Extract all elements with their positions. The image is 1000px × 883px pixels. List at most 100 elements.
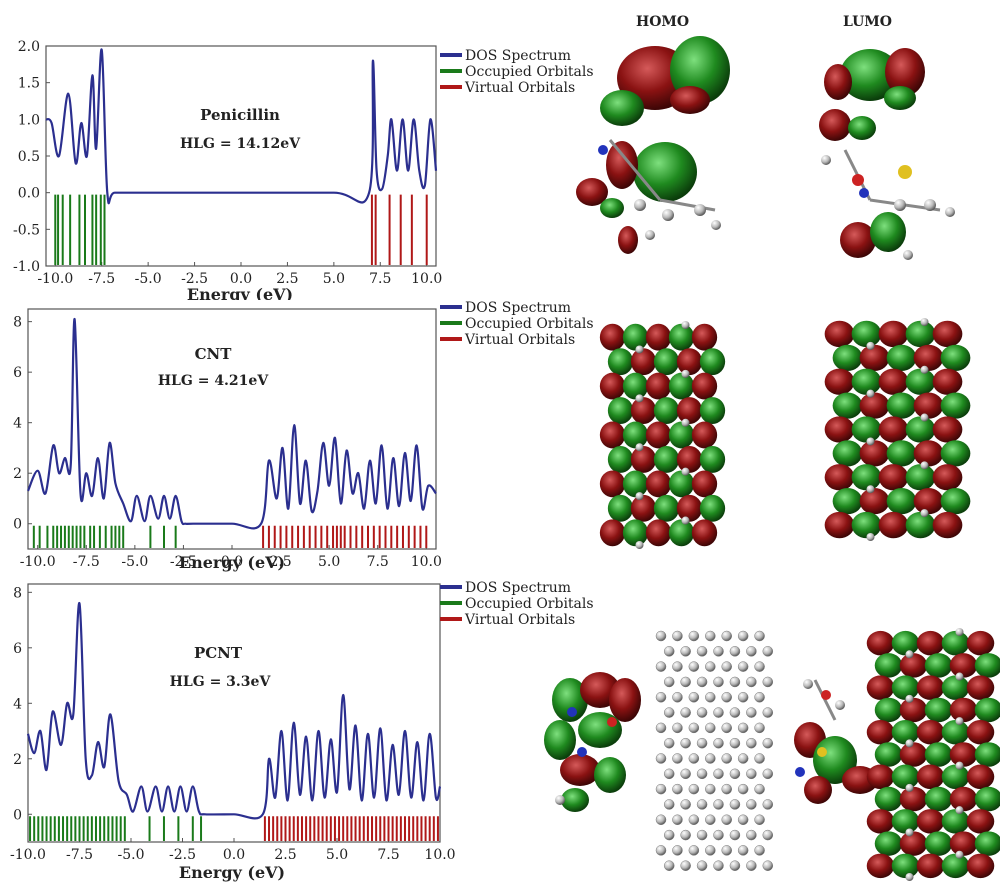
- penicillin-xtick-label: 0.0: [230, 271, 252, 287]
- cnt-ytick-label: 2: [13, 466, 22, 482]
- orbital-lobe: [974, 786, 1000, 812]
- carbon-atom: [696, 829, 708, 841]
- cnt-title: CNT: [195, 345, 233, 363]
- carbon-atom: [729, 737, 741, 749]
- orbital-lobe: [905, 368, 936, 395]
- carbon-atom: [746, 860, 757, 871]
- cnt-xtick-label: -7.5: [73, 554, 100, 570]
- orbital-lobe: [824, 320, 855, 348]
- pcnt-xtick-label: 0.0: [223, 847, 245, 863]
- orbital-lobe: [851, 416, 882, 443]
- carbon-atom: [721, 722, 732, 734]
- carbon-atom: [746, 676, 757, 688]
- cnt-xtick-label: -5.0: [121, 554, 148, 570]
- orbital-lobe: [668, 372, 695, 400]
- penicillin-legend-label: Virtual Orbitals: [464, 80, 575, 96]
- carbon-atom: [721, 692, 732, 703]
- orbital-lobe: [916, 630, 945, 656]
- carbon-atom: [729, 829, 741, 841]
- carbon-atom: [705, 722, 716, 734]
- carbon-atom: [696, 646, 708, 657]
- carbon-atom: [866, 389, 875, 398]
- pcnt-xtick-label: 5.0: [326, 847, 348, 863]
- penicillin-ytick-label: -0.5: [13, 222, 40, 238]
- orbital-lobe: [878, 511, 909, 539]
- orbital-lobe: [851, 320, 882, 348]
- carbon-atom: [635, 541, 644, 549]
- carbon-atom: [672, 783, 683, 795]
- penicillin-dos-curve: [45, 48, 438, 205]
- carbon-atom: [663, 860, 675, 871]
- pcnt-xaxis-label: Energy (eV): [179, 863, 285, 882]
- carbon-atom: [713, 737, 724, 749]
- carbon-atom: [688, 845, 700, 856]
- cnt-xtick-label: -10.0: [20, 554, 56, 570]
- orbital-lobe: [932, 368, 963, 395]
- orbital-lobe: [645, 421, 672, 449]
- orbital-lobe: [691, 421, 718, 449]
- orbital-lobe: [905, 416, 936, 443]
- carbon-atom: [737, 722, 749, 734]
- cnt-xtick-label: 7.5: [367, 554, 389, 570]
- carbon-atom: [655, 630, 667, 642]
- orbital-lobe: [851, 368, 882, 395]
- pcnt-plot-frame: [27, 583, 441, 843]
- cnt-hlg-annotation: HLG = 4.21eV: [158, 373, 270, 389]
- carbon-atom: [721, 753, 732, 764]
- orbital-lobe: [859, 344, 890, 371]
- carbon-atom: [680, 737, 691, 749]
- orbital-lobe: [949, 742, 978, 767]
- orbital-lobe: [949, 697, 978, 723]
- carbon-atom: [754, 814, 765, 825]
- carbon-atom: [688, 661, 700, 672]
- carbon-atom: [729, 799, 741, 810]
- orbital-lobe: [905, 464, 936, 491]
- carbon-atom: [955, 806, 964, 815]
- carbon-atom: [680, 676, 691, 688]
- orbital-lobe: [916, 764, 945, 790]
- orbital-lobe: [699, 494, 726, 522]
- orbital-lobe: [886, 392, 917, 419]
- carbon-atom: [746, 799, 757, 810]
- homo-header: HOMO: [636, 14, 690, 30]
- orbital-lobe: [941, 853, 970, 879]
- carbon-atom: [920, 365, 929, 374]
- orbital-lobe: [874, 831, 903, 856]
- carbon-atom: [680, 646, 691, 657]
- orbital-lobe: [699, 446, 726, 473]
- carbon-atom: [655, 783, 667, 795]
- cnt-legend-swatch: [440, 337, 462, 341]
- orbital-lobe: [622, 470, 649, 498]
- orbital-lobe: [886, 344, 917, 371]
- orbital-lobe: [974, 697, 1000, 723]
- penicillin-ytick-label: 0.0: [18, 186, 40, 202]
- carbon-atom: [920, 461, 929, 470]
- orbital-lobe: [622, 421, 649, 449]
- carbon-atom: [762, 829, 774, 841]
- carbon-atom: [688, 783, 700, 795]
- orbital-lobe: [878, 368, 909, 395]
- carbon-atom: [688, 722, 700, 734]
- pcnt-dos-panel: 8 6 4 2 0 -10.0 -7.5 -5.0 -2.5 0.0 2.5 5.0 7.5 10.0 PC…: [10, 580, 594, 882]
- cnt-plot-frame: [27, 308, 437, 550]
- orbital-lobe: [913, 392, 944, 419]
- carbon-atom: [672, 630, 683, 642]
- cnt-xtick-label: 5.0: [318, 554, 340, 570]
- pcnt-xtick-label: 10.0: [424, 847, 455, 863]
- orbital-lobe: [966, 630, 995, 656]
- carbon-atom: [955, 628, 964, 636]
- carbon-atom: [681, 321, 690, 329]
- orbital-lobe: [645, 372, 672, 400]
- carbon-atom: [721, 814, 732, 825]
- carbon-atom: [713, 829, 724, 841]
- pcnt-ytick-label: 4: [13, 696, 22, 712]
- orbital-lobe: [824, 368, 855, 395]
- carbon-atom: [705, 783, 716, 795]
- carbon-atom: [905, 828, 914, 837]
- orbital-lobe: [824, 416, 855, 443]
- carbon-atom: [672, 814, 683, 825]
- orbital-lobe: [630, 494, 657, 522]
- orbital-lobe: [891, 853, 920, 879]
- orbital-lobe: [691, 323, 718, 351]
- pcnt-xtick-label: -5.0: [118, 847, 145, 863]
